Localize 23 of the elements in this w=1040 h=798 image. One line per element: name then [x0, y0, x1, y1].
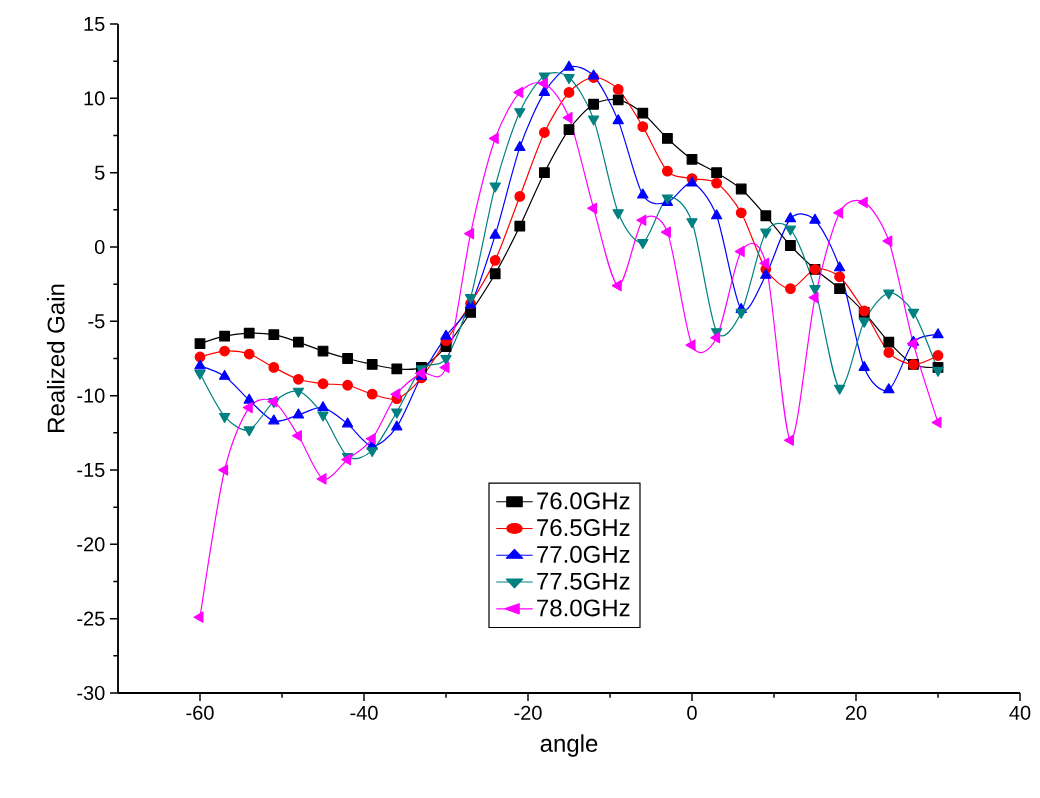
x-tick-label: -60	[186, 705, 214, 720]
y-tick-label: -15	[77, 463, 105, 477]
y-tick-label: -10	[77, 388, 105, 403]
x-tick-label: 0	[687, 705, 697, 720]
y-tick-label: 15	[84, 17, 105, 31]
y-axis-title: Realized Gain	[46, 284, 65, 432]
legend-label: 77.5GHz	[537, 572, 630, 590]
y-tick-label: -30	[77, 685, 105, 701]
x-tick-label: 40	[1009, 705, 1031, 720]
y-tick-label: 0	[94, 239, 105, 255]
x-axis-title: angle	[540, 734, 598, 757]
y-tick-label: 10	[84, 91, 105, 106]
x-tick-label: 20	[845, 705, 867, 720]
legend-label: 76.5GHz	[537, 519, 630, 537]
y-tick-label: -5	[88, 314, 105, 329]
x-tick-label: -20	[514, 705, 542, 720]
y-tick-label: -25	[77, 611, 105, 626]
y-tick-label: -20	[77, 537, 105, 552]
x-tick-label: -40	[350, 705, 378, 720]
y-tick-label: 5	[94, 165, 105, 180]
legend-label: 77.0GHz	[537, 545, 630, 563]
legend-label: 76.0GHz	[537, 492, 630, 510]
legend-label: 78.0GHz	[537, 599, 630, 617]
